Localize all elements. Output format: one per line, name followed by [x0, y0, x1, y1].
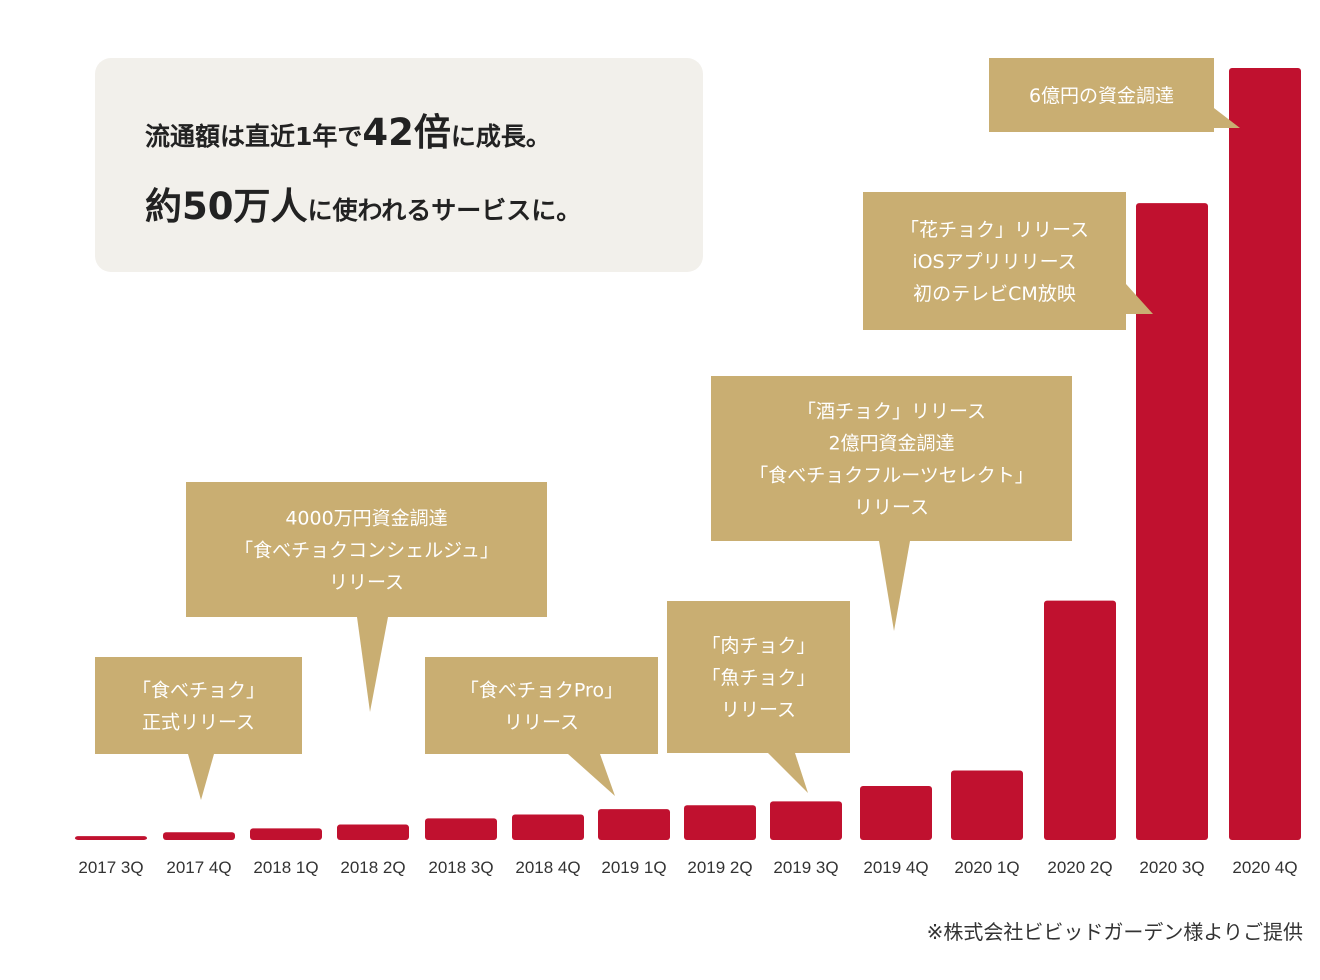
headline-line-1: 流通額は直近1年で42倍に成長。 [145, 102, 551, 156]
bar-2018-2q [337, 824, 409, 840]
callout-text-line: 「食べチョクフルーツセレクト」 [749, 465, 1034, 487]
headline-1-post: に成長。 [450, 122, 551, 151]
callout-text-line: 「酒チョク」リリース [797, 401, 986, 423]
callout-text-line: 「食べチョクPro」 [460, 680, 623, 702]
x-tick-2019-1q: 2019 1Q [601, 858, 666, 877]
headline-box: 流通額は直近1年で42倍に成長。 約50万人に使われるサービスに。 [95, 58, 703, 272]
callout-pointer [568, 754, 615, 796]
callout-box [186, 482, 547, 617]
headline-2-big: 約50万人 [145, 185, 308, 228]
callout-pointer [879, 541, 910, 631]
x-tick-2019-2q: 2019 2Q [687, 858, 752, 877]
x-tick-2020-1q: 2020 1Q [954, 858, 1019, 877]
bar-2018-1q [250, 828, 322, 840]
x-tick-2018-3q: 2018 3Q [428, 858, 493, 877]
callout-text-line: 「食べチョク」 [132, 680, 265, 702]
callout-pointer [357, 617, 388, 712]
callout-text-line: リリース [854, 497, 929, 519]
callout-2020-4q: 6億円の資金調達 [989, 58, 1240, 132]
x-tick-2019-3q: 2019 3Q [773, 858, 838, 877]
callout-2019-1q: 「食べチョクPro」リリース [425, 657, 658, 796]
bar-2020-4q [1229, 68, 1301, 840]
callout-box [989, 58, 1214, 132]
callout-2019-3q: 「肉チョク」「魚チョク」リリース [667, 601, 850, 793]
credit-note: ※株式会社ビビッドガーデン様よりご提供 [926, 920, 1303, 944]
bar-2020-1q [951, 770, 1023, 840]
callout-box [667, 601, 850, 753]
callout-text-line: 6億円の資金調達 [1029, 85, 1174, 107]
callout-text-line: リリース [721, 699, 796, 721]
x-tick-labels: 2017 3Q 2017 4Q 2018 1Q 2018 2Q 2018 3Q 2018 … [78, 858, 1297, 877]
callout-box [711, 376, 1072, 541]
callout-box [863, 192, 1126, 330]
callout-pointer [1126, 284, 1153, 314]
callouts-group: 「食べチョク」正式リリース4000万円資金調達「食べチョクコンシェルジュ」リリー… [95, 58, 1240, 800]
bar-2020-2q [1044, 600, 1116, 840]
bar-2017-3q [75, 836, 147, 840]
x-tick-2019-4q: 2019 4Q [863, 858, 928, 877]
callout-box [425, 657, 658, 754]
headline-1-pre: 流通額は直近1年で [145, 122, 363, 151]
callout-text-line: iOSアプリリリース [912, 251, 1076, 273]
headline-line-2: 約50万人に使われるサービスに。 [145, 176, 581, 230]
x-tick-2017-4q: 2017 4Q [166, 858, 231, 877]
callout-text-line: 「食べチョクコンシェルジュ」 [234, 540, 499, 562]
callout-pointer [1210, 105, 1240, 128]
callout-text-line: 4000万円資金調達 [285, 508, 447, 530]
x-tick-2020-2q: 2020 2Q [1047, 858, 1112, 877]
callout-text-line: 2億円資金調達 [828, 433, 954, 455]
bar-2019-2q [684, 805, 756, 840]
x-tick-2020-3q: 2020 3Q [1139, 858, 1204, 877]
callout-text-line: 「花チョク」リリース [900, 219, 1089, 241]
bar-2017-4q [163, 832, 235, 840]
bar-2018-3q [425, 818, 497, 840]
bars-group [75, 68, 1301, 841]
callout-text-line: 正式リリース [142, 712, 255, 734]
x-tick-2020-4q: 2020 4Q [1232, 858, 1297, 877]
bar-2019-1q [598, 809, 670, 840]
callout-text-line: リリース [329, 572, 404, 594]
callout-text-line: 「肉チョク」 [701, 635, 815, 657]
callout-2019-4q: 「酒チョク」リリース 2億円資金調達「食べチョクフルーツセレクト」リリース [711, 376, 1072, 631]
callout-2018-2q: 4000万円資金調達「食べチョクコンシェルジュ」リリース [186, 482, 547, 712]
callout-pointer [768, 753, 808, 793]
callout-box [95, 657, 302, 754]
callout-text-line: 初のテレビCM放映 [913, 283, 1076, 305]
callout-text-line: 「魚チョク」 [701, 667, 815, 689]
bar-2019-3q [770, 801, 842, 840]
callout-text-line: リリース [504, 712, 579, 734]
headline-2-post: に使われるサービスに。 [307, 196, 582, 225]
x-tick-2017-3q: 2017 3Q [78, 858, 143, 877]
callout-pointer [188, 754, 214, 800]
callout-2017-4q: 「食べチョク」正式リリース [95, 657, 302, 800]
x-tick-2018-1q: 2018 1Q [253, 858, 318, 877]
x-tick-2018-4q: 2018 4Q [515, 858, 580, 877]
bar-2018-4q [512, 814, 584, 840]
bar-2020-3q [1136, 203, 1208, 841]
bar-2019-4q [860, 785, 932, 840]
x-tick-2018-2q: 2018 2Q [340, 858, 405, 877]
headline-1-big: 42倍 [362, 111, 451, 154]
